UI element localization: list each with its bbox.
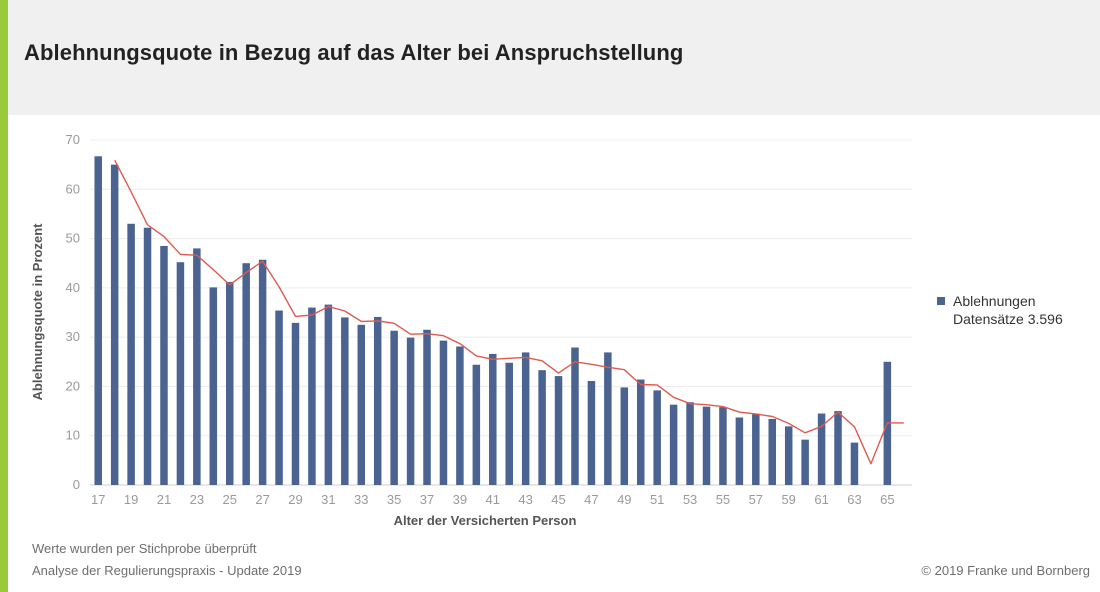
bar — [94, 156, 102, 485]
x-tick-label: 51 — [650, 492, 664, 507]
bar — [423, 329, 431, 485]
bar — [127, 223, 135, 485]
bar — [406, 337, 415, 485]
bar — [357, 324, 366, 485]
x-tick-label: 23 — [190, 492, 204, 507]
x-tick-label: 19 — [124, 492, 138, 507]
bar — [390, 330, 398, 485]
bar — [538, 370, 546, 485]
legend-item-ablehnungen: Ablehnungen — [937, 292, 1063, 310]
x-tick-label: 55 — [716, 492, 730, 507]
bar — [702, 406, 711, 485]
bar — [193, 248, 201, 485]
x-tick-label: 37 — [420, 492, 434, 507]
bar — [752, 413, 760, 485]
bar — [784, 426, 793, 485]
trendline-layer — [114, 159, 904, 465]
bar — [110, 164, 119, 485]
x-axis-ticks: 17 19 21 23 25 27 29 31 33 35 37 39 41 43 45 47 49 51 53 55… — [91, 492, 895, 507]
bar — [275, 310, 283, 485]
x-tick-label: 61 — [814, 492, 828, 507]
footnote-analysis: Analyse der Regulierungspraxis - Update … — [32, 563, 302, 578]
bar — [686, 402, 694, 485]
bar — [768, 418, 777, 485]
bar — [308, 307, 316, 485]
bar — [571, 347, 579, 485]
bar — [834, 411, 842, 485]
bar — [291, 322, 300, 485]
x-tick-label: 49 — [617, 492, 631, 507]
bar — [604, 352, 612, 485]
bar — [587, 381, 596, 485]
x-tick-label: 41 — [486, 492, 500, 507]
x-tick-label: 17 — [91, 492, 105, 507]
y-tick-label: 40 — [66, 280, 80, 295]
bar — [636, 379, 645, 485]
bar — [258, 259, 267, 485]
bars — [94, 156, 892, 485]
trendline — [114, 159, 904, 465]
bar — [225, 281, 234, 485]
bar — [653, 390, 661, 485]
bar — [620, 387, 629, 485]
accent-bar — [0, 0, 8, 592]
bar — [143, 227, 152, 485]
y-tick-label: 10 — [66, 428, 80, 443]
y-axis-ticks: 0 10 20 30 40 50 60 70 — [66, 132, 80, 492]
bar — [324, 304, 333, 485]
x-tick-label: 25 — [223, 492, 237, 507]
bar — [242, 263, 250, 485]
bar — [373, 316, 382, 485]
legend-datasets: Datensätze 3.596 — [953, 311, 1063, 327]
x-axis-title: Alter der Versicherten Person — [394, 513, 577, 528]
bar — [176, 262, 185, 485]
bar — [801, 439, 809, 485]
x-tick-label: 33 — [354, 492, 368, 507]
bar — [456, 346, 464, 485]
copyright: © 2019 Franke und Bornberg — [921, 563, 1090, 578]
x-tick-label: 57 — [749, 492, 763, 507]
bar — [735, 417, 744, 485]
bar — [341, 317, 349, 485]
legend-series-label: Ablehnungen — [953, 293, 1036, 309]
y-tick-label: 60 — [66, 181, 80, 196]
footnote-sample: Werte wurden per Stichprobe überprüft — [32, 541, 257, 556]
legend: Ablehnungen Datensätze 3.596 — [937, 292, 1063, 328]
bar — [472, 364, 481, 485]
bar — [719, 407, 727, 485]
y-tick-label: 70 — [66, 132, 80, 147]
bar — [817, 413, 826, 485]
x-tick-label: 53 — [683, 492, 697, 507]
y-tick-label: 20 — [66, 378, 80, 393]
x-tick-label: 39 — [453, 492, 467, 507]
bar — [669, 404, 678, 485]
bar — [850, 442, 859, 485]
bar — [489, 353, 497, 485]
bar — [521, 352, 530, 485]
bar — [439, 340, 448, 485]
x-tick-label: 27 — [255, 492, 269, 507]
bar — [554, 376, 563, 485]
x-tick-label: 47 — [584, 492, 598, 507]
x-tick-label: 35 — [387, 492, 401, 507]
y-tick-label: 0 — [73, 477, 80, 492]
bar — [209, 287, 218, 485]
bar — [505, 362, 513, 485]
x-tick-label: 59 — [781, 492, 795, 507]
chart-title: Ablehnungsquote in Bezug auf das Alter b… — [24, 40, 684, 65]
x-tick-label: 45 — [551, 492, 565, 507]
x-tick-label: 21 — [157, 492, 171, 507]
bar — [160, 245, 168, 485]
x-tick-label: 65 — [880, 492, 894, 507]
y-tick-label: 50 — [66, 231, 80, 246]
legend-swatch — [937, 297, 945, 305]
bar-chart: 0 10 20 30 40 50 60 70 17 19 21 23 25 27 29 31 33 35 37 39… — [30, 132, 912, 528]
x-tick-label: 43 — [518, 492, 532, 507]
x-tick-label: 63 — [847, 492, 861, 507]
y-tick-label: 30 — [66, 329, 80, 344]
x-tick-label: 31 — [321, 492, 335, 507]
x-tick-label: 29 — [288, 492, 302, 507]
header-band — [8, 0, 1100, 115]
y-axis-title: Ablehnungsquote in Prozent — [30, 223, 45, 401]
